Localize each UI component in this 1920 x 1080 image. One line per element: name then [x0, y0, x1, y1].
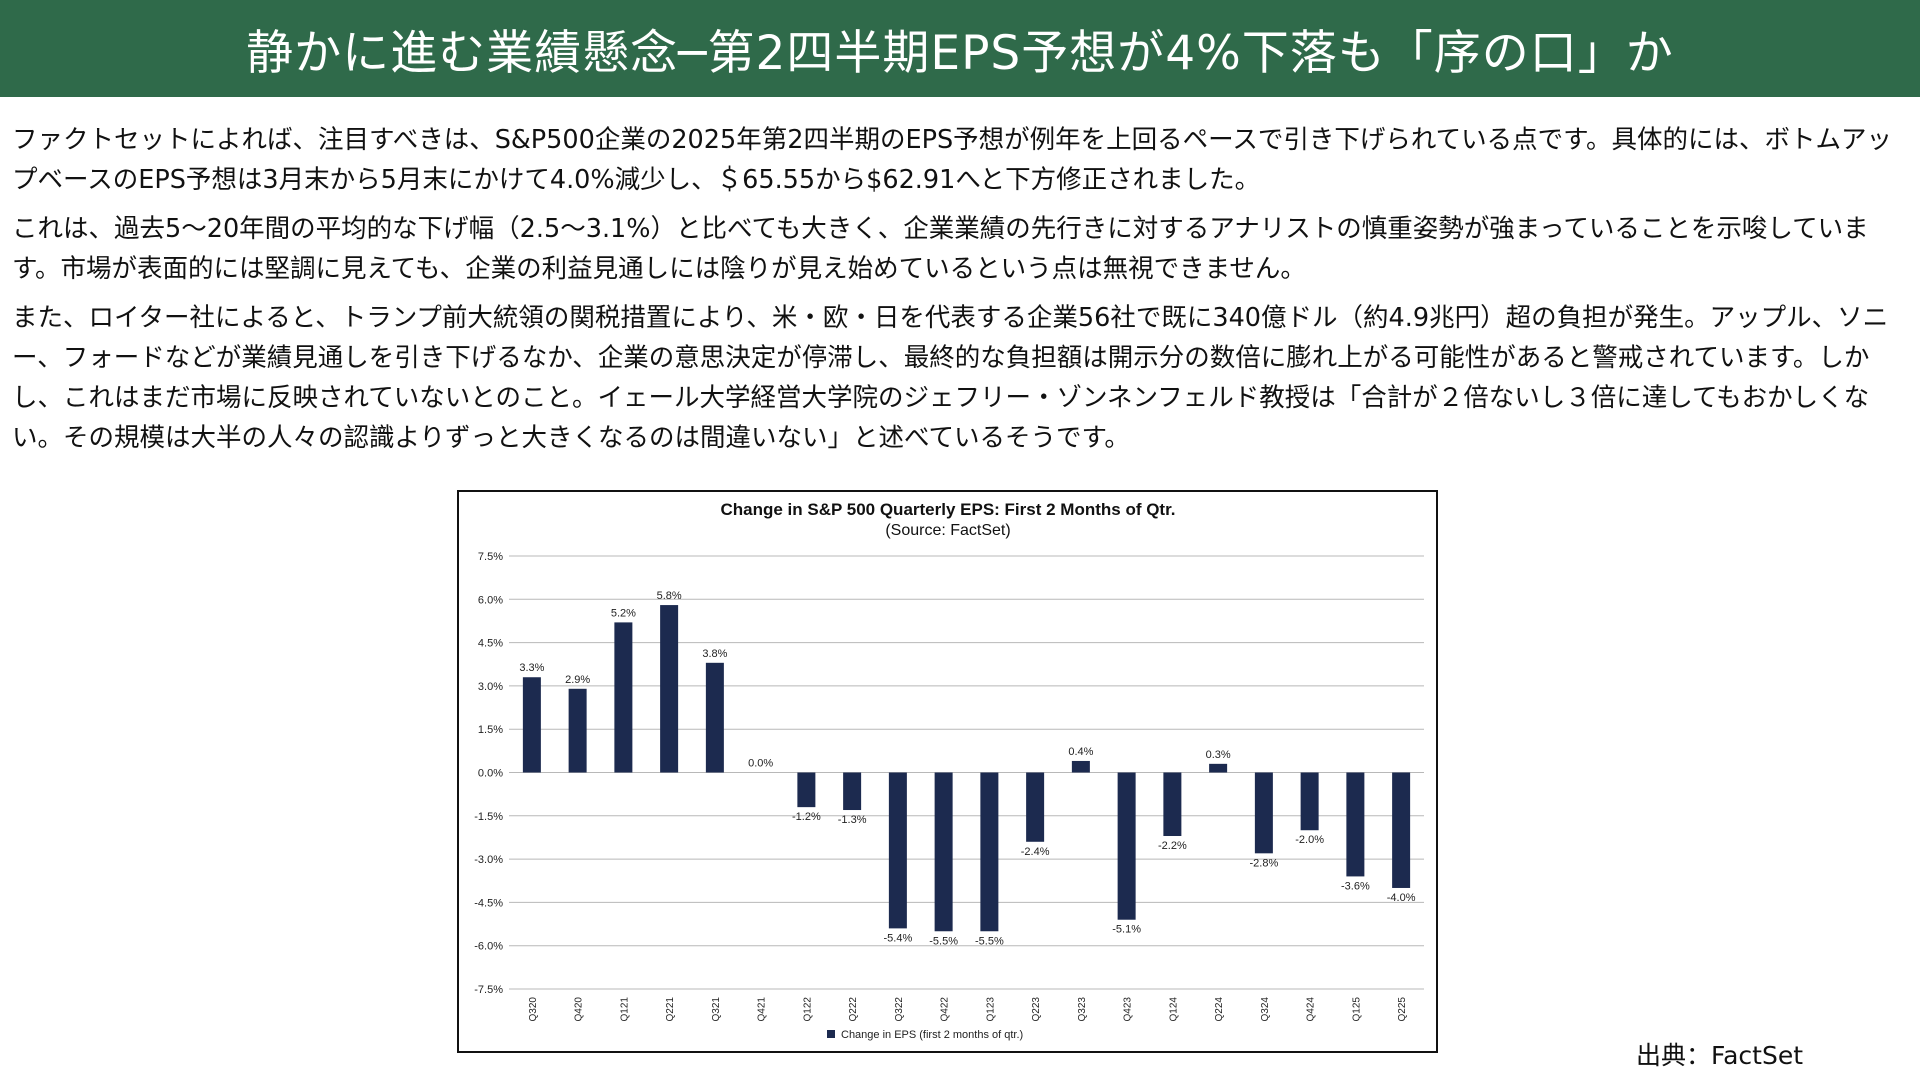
data-label: -1.2%: [792, 811, 821, 823]
bar: [1209, 763, 1228, 773]
y-tick-label: -3.0%: [474, 854, 503, 866]
data-label: 3.3%: [519, 662, 544, 674]
data-label: 0.0%: [748, 758, 773, 770]
bar: [1300, 772, 1319, 831]
data-label: 0.3%: [1206, 749, 1231, 761]
x-tick-label: Q123: [985, 997, 996, 1022]
bar: [797, 772, 816, 808]
page-title-banner: 静かに進む業績懸念─第2四半期EPS予想が4%下落も「序の口」か: [0, 0, 1920, 97]
data-label: -5.5%: [975, 935, 1004, 947]
eps-chart: Change in S&P 500 Quarterly EPS: First 2…: [457, 490, 1438, 1053]
bar: [1346, 772, 1365, 877]
y-tick-label: -4.5%: [474, 897, 503, 909]
x-tick-label: Q323: [1077, 997, 1088, 1022]
bar: [888, 772, 907, 929]
bar: [980, 772, 999, 932]
data-label: -5.5%: [929, 935, 958, 947]
data-label: 2.9%: [565, 674, 590, 686]
data-label: -3.6%: [1341, 880, 1370, 892]
x-tick-label: Q224: [1214, 997, 1225, 1022]
bar: [1392, 772, 1411, 888]
x-tick-label: Q320: [528, 997, 539, 1022]
y-tick-label: -1.5%: [474, 811, 503, 823]
x-tick-label: Q221: [665, 997, 676, 1022]
x-tick-label: Q324: [1260, 997, 1271, 1022]
bar: [1026, 772, 1045, 842]
y-tick-label: 6.0%: [478, 594, 503, 606]
page-title: 静かに進む業績懸念─第2四半期EPS予想が4%下落も「序の口」か: [246, 26, 1674, 81]
data-label: -2.4%: [1021, 846, 1050, 858]
bar: [614, 622, 633, 773]
y-tick-label: 7.5%: [478, 551, 503, 563]
x-tick-label: Q421: [757, 997, 768, 1022]
data-label: 5.2%: [611, 607, 636, 619]
paragraph: これは、過去5～20年間の平均的な下げ幅（2.5～3.1%）と比べても大きく、企…: [12, 214, 1869, 284]
bar: [843, 772, 862, 811]
data-label: 5.8%: [657, 590, 682, 602]
bar: [568, 688, 587, 773]
data-label: -4.0%: [1387, 892, 1416, 904]
y-tick-label: 0.0%: [478, 768, 503, 780]
x-tick-label: Q125: [1351, 997, 1362, 1022]
x-tick-label: Q225: [1397, 997, 1408, 1022]
paragraph: また、ロイター社によると、トランプ前大統領の関税措置により、米・欧・日を代表する…: [12, 303, 1889, 453]
y-tick-label: 1.5%: [478, 724, 503, 736]
bar: [705, 662, 724, 773]
bar: [1071, 760, 1090, 773]
x-tick-label: Q422: [940, 997, 951, 1022]
y-tick-label: -7.5%: [474, 984, 503, 996]
legend-label: Change in EPS (first 2 months of qtr.): [841, 1029, 1023, 1041]
x-tick-label: Q122: [802, 997, 813, 1022]
x-tick-label: Q124: [1168, 997, 1179, 1022]
data-label: 3.8%: [702, 648, 727, 660]
data-label: -5.1%: [1112, 924, 1141, 936]
bar: [1117, 772, 1136, 920]
bar: [1254, 772, 1273, 854]
x-tick-label: Q121: [619, 997, 630, 1022]
x-tick-label: Q322: [894, 997, 905, 1022]
x-tick-label: Q321: [711, 997, 722, 1022]
data-label: -2.0%: [1295, 834, 1324, 846]
y-tick-label: -6.0%: [474, 941, 503, 953]
x-tick-label: Q222: [848, 997, 859, 1022]
chart-subtitle: (Source: FactSet): [885, 522, 1010, 539]
article-body: ファクトセットによれば、注目すべきは、S&P500企業の2025年第2四半期のE…: [12, 120, 1907, 467]
legend-swatch: [827, 1030, 835, 1038]
x-tick-label: Q424: [1306, 997, 1317, 1022]
bar: [934, 772, 953, 932]
source-note: 出典：FactSet: [1636, 1041, 1804, 1070]
chart-title: Change in S&P 500 Quarterly EPS: First 2…: [720, 500, 1175, 519]
y-tick-label: 4.5%: [478, 638, 503, 650]
data-label: -2.2%: [1158, 840, 1187, 852]
x-tick-label: Q423: [1123, 997, 1134, 1022]
data-label: 0.4%: [1068, 746, 1093, 758]
x-tick-label: Q420: [574, 997, 585, 1022]
y-tick-label: 3.0%: [478, 681, 503, 693]
bar: [1163, 772, 1182, 837]
eps-chart-svg: Change in S&P 500 Quarterly EPS: First 2…: [474, 500, 1424, 1041]
bar: [522, 677, 541, 773]
data-label: -2.8%: [1250, 857, 1279, 869]
bar: [660, 605, 679, 773]
x-tick-label: Q223: [1031, 997, 1042, 1022]
paragraph: ファクトセットによれば、注目すべきは、S&P500企業の2025年第2四半期のE…: [12, 125, 1893, 195]
data-label: -5.4%: [884, 932, 913, 944]
data-label: -1.3%: [838, 814, 867, 826]
